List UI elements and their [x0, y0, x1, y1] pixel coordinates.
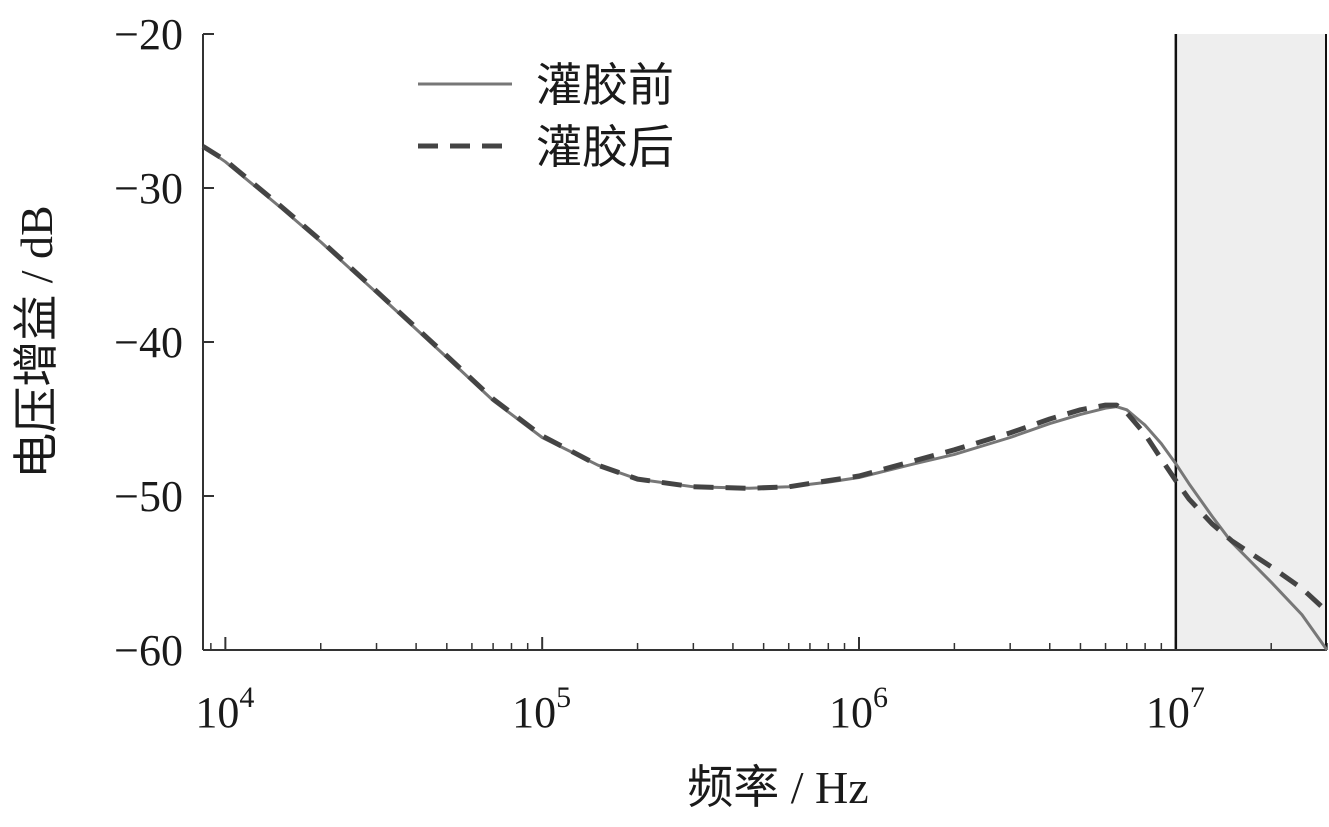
y-tick-label: −60	[114, 626, 183, 675]
y-axis-title: 电压增益 / dB	[11, 205, 62, 478]
series-line-after	[201, 144, 1329, 614]
legend: 灌胶前 灌胶后	[418, 60, 674, 173]
series-layer	[201, 144, 1329, 651]
y-tick-label: −40	[114, 318, 183, 367]
x-tick-label: 106	[829, 681, 888, 737]
series-line-before	[202, 145, 1329, 651]
shaded-region	[1175, 34, 1327, 650]
x-tick-labels: 104 105 106 107	[195, 681, 1204, 737]
x-tick-label: 105	[512, 681, 571, 737]
y-tick-label: −20	[114, 10, 183, 59]
x-minor-ticks	[210, 643, 1328, 650]
axis-ticks	[203, 33, 1177, 651]
y-tick-labels: −20 −30 −40 −50 −60	[114, 10, 183, 675]
x-tick-label: 107	[1146, 681, 1205, 737]
y-tick-label: −50	[114, 472, 183, 521]
x-tick-label: 104	[195, 681, 254, 737]
legend-label-before: 灌胶前	[536, 60, 674, 111]
y-tick-label: −30	[114, 164, 183, 213]
legend-label-after: 灌胶后	[536, 122, 674, 173]
x-axis-title: 频率 / Hz	[687, 762, 868, 813]
